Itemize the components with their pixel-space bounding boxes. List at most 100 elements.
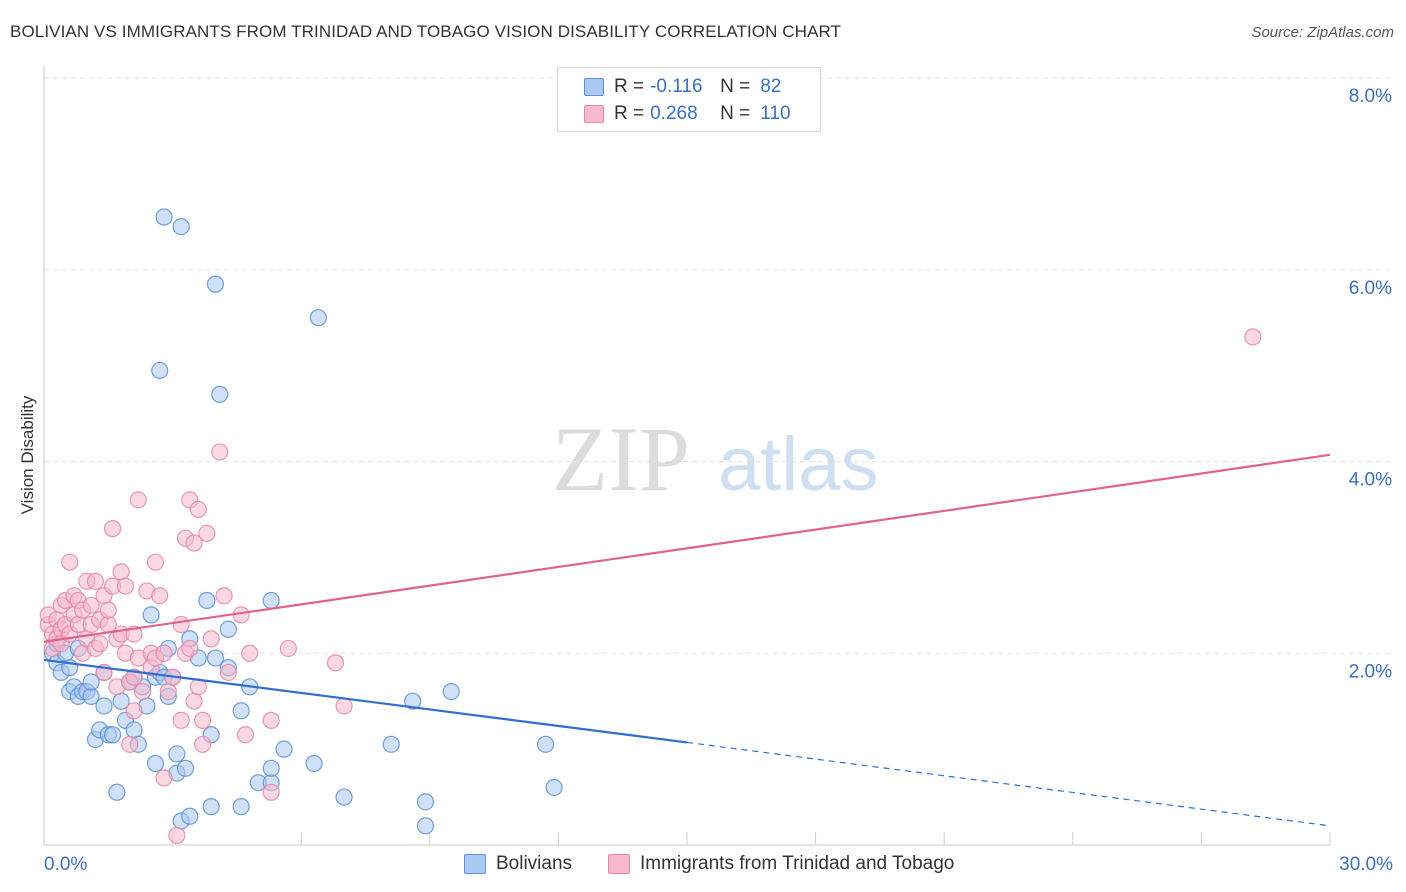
trinidad-point	[151, 587, 169, 605]
pink-swatch	[608, 854, 630, 874]
legend-item-trinidad: Immigrants from Trinidad and Tobago	[608, 851, 954, 877]
trinidad-point	[155, 769, 173, 787]
y-tick-label: 8.0%	[1349, 86, 1392, 107]
gridlines	[44, 77, 1394, 654]
chart-title: BOLIVIAN VS IMMIGRANTS FROM TRINIDAD AND…	[10, 22, 842, 41]
trinidad-point	[125, 668, 143, 686]
bolivian-point	[198, 591, 216, 610]
bolivian-point	[172, 218, 190, 236]
bolivian-point	[335, 788, 353, 806]
bolivian-point	[176, 759, 195, 777]
trinidad-point	[198, 524, 216, 543]
bolivian-point	[142, 606, 160, 624]
bolivian-point	[206, 649, 225, 667]
trinidad-point	[185, 692, 203, 710]
x-tick-label: 30.0%	[1339, 854, 1393, 875]
stats-row-trinidad: R = 0.268 N = 110	[584, 101, 791, 127]
trinidad-point	[103, 520, 122, 538]
bolivian-point	[275, 740, 293, 758]
trinidad-point	[129, 491, 147, 509]
bolivian-trend-extension	[686, 741, 1331, 827]
trinidad-point	[189, 500, 207, 519]
bolivian-point	[155, 208, 173, 226]
trinidad-point	[172, 615, 190, 634]
bolivian-point	[146, 754, 165, 773]
n-label: N =	[720, 103, 751, 124]
trinidad-point	[241, 644, 259, 662]
blue-swatch	[584, 78, 604, 96]
trinidad-point	[125, 702, 143, 720]
y-tick-label: 6.0%	[1349, 278, 1392, 299]
trinidad-point	[335, 697, 353, 715]
trinidad-point	[185, 534, 203, 552]
trinidad-point	[133, 682, 152, 701]
bolivian-point	[219, 620, 237, 638]
bolivian-point	[404, 692, 422, 710]
trinidad-point	[91, 635, 109, 653]
trinidad-point	[172, 711, 190, 729]
r-label: R =	[614, 103, 645, 124]
data-points	[39, 208, 1262, 845]
trinidad-point	[82, 596, 100, 614]
watermark-zip: ZIP	[552, 408, 690, 510]
bolivian-point	[416, 793, 435, 811]
r-label: R =	[614, 76, 645, 97]
bolivian-trend-line	[43, 658, 688, 744]
bolivian-point	[82, 673, 100, 691]
trinidad-point	[146, 553, 165, 571]
trinidad-point	[326, 654, 345, 672]
legend-item-bolivians: Bolivians	[464, 851, 572, 877]
bolivian-point	[545, 778, 563, 797]
bolivian-point	[416, 817, 435, 835]
trinidad-point	[86, 572, 105, 590]
bolivian-point	[232, 798, 250, 816]
trinidad-point	[194, 735, 212, 753]
bolivian-point	[211, 385, 229, 403]
trinidad-point	[215, 587, 233, 605]
bolivian-point	[262, 591, 280, 610]
trend-lines	[43, 453, 1331, 827]
tick-labels: 2.0% 4.0% 6.0% 8.0% 0.0% 30.0%	[44, 86, 1393, 875]
trinidad-point	[168, 826, 186, 845]
n-value: 82	[760, 76, 782, 97]
trinidad-point	[159, 682, 177, 701]
trinidad-point	[236, 726, 255, 744]
bolivian-point	[536, 735, 555, 753]
stats-row-bolivians: R = -0.116 N = 82	[584, 74, 781, 100]
trinidad-point	[202, 630, 220, 648]
trinidad-point	[181, 639, 199, 658]
bolivian-point	[168, 745, 186, 763]
bolivian-point	[309, 309, 327, 327]
bolivian-point	[206, 275, 225, 293]
watermark-atlas: atlas	[718, 422, 879, 507]
trinidad-point	[279, 639, 297, 658]
n-value: 110	[760, 103, 791, 124]
chart-source: Source: ZipAtlas.com	[1251, 24, 1394, 41]
trinidad-point	[121, 735, 139, 753]
n-label: N =	[720, 76, 751, 97]
trinidad-point	[61, 553, 79, 571]
pink-swatch	[584, 105, 604, 123]
trinidad-point	[99, 601, 117, 619]
bolivian-point	[305, 754, 323, 773]
bolivian-point	[202, 798, 220, 816]
bolivian-point	[108, 783, 126, 801]
y-tick-label: 2.0%	[1349, 661, 1392, 682]
trinidad-point	[219, 663, 237, 682]
r-value: 0.268	[650, 103, 698, 124]
trinidad-point	[116, 577, 135, 595]
bolivian-point	[442, 682, 460, 701]
trinidad-point	[262, 783, 280, 801]
blue-swatch	[464, 854, 486, 874]
correlation-stats-box: R = -0.116 N = 82 R = 0.268 N = 110	[557, 67, 821, 132]
legend-label: Immigrants from Trinidad and Tobago	[640, 853, 955, 874]
legend-label: Bolivians	[496, 853, 573, 874]
trinidad-trend-line	[43, 453, 1331, 643]
bolivian-point	[382, 735, 400, 753]
trinidad-point	[194, 711, 212, 729]
y-tick-label: 4.0%	[1349, 470, 1392, 491]
trinidad-point	[262, 711, 280, 729]
r-value: -0.116	[650, 76, 703, 97]
bolivian-point	[262, 759, 280, 777]
